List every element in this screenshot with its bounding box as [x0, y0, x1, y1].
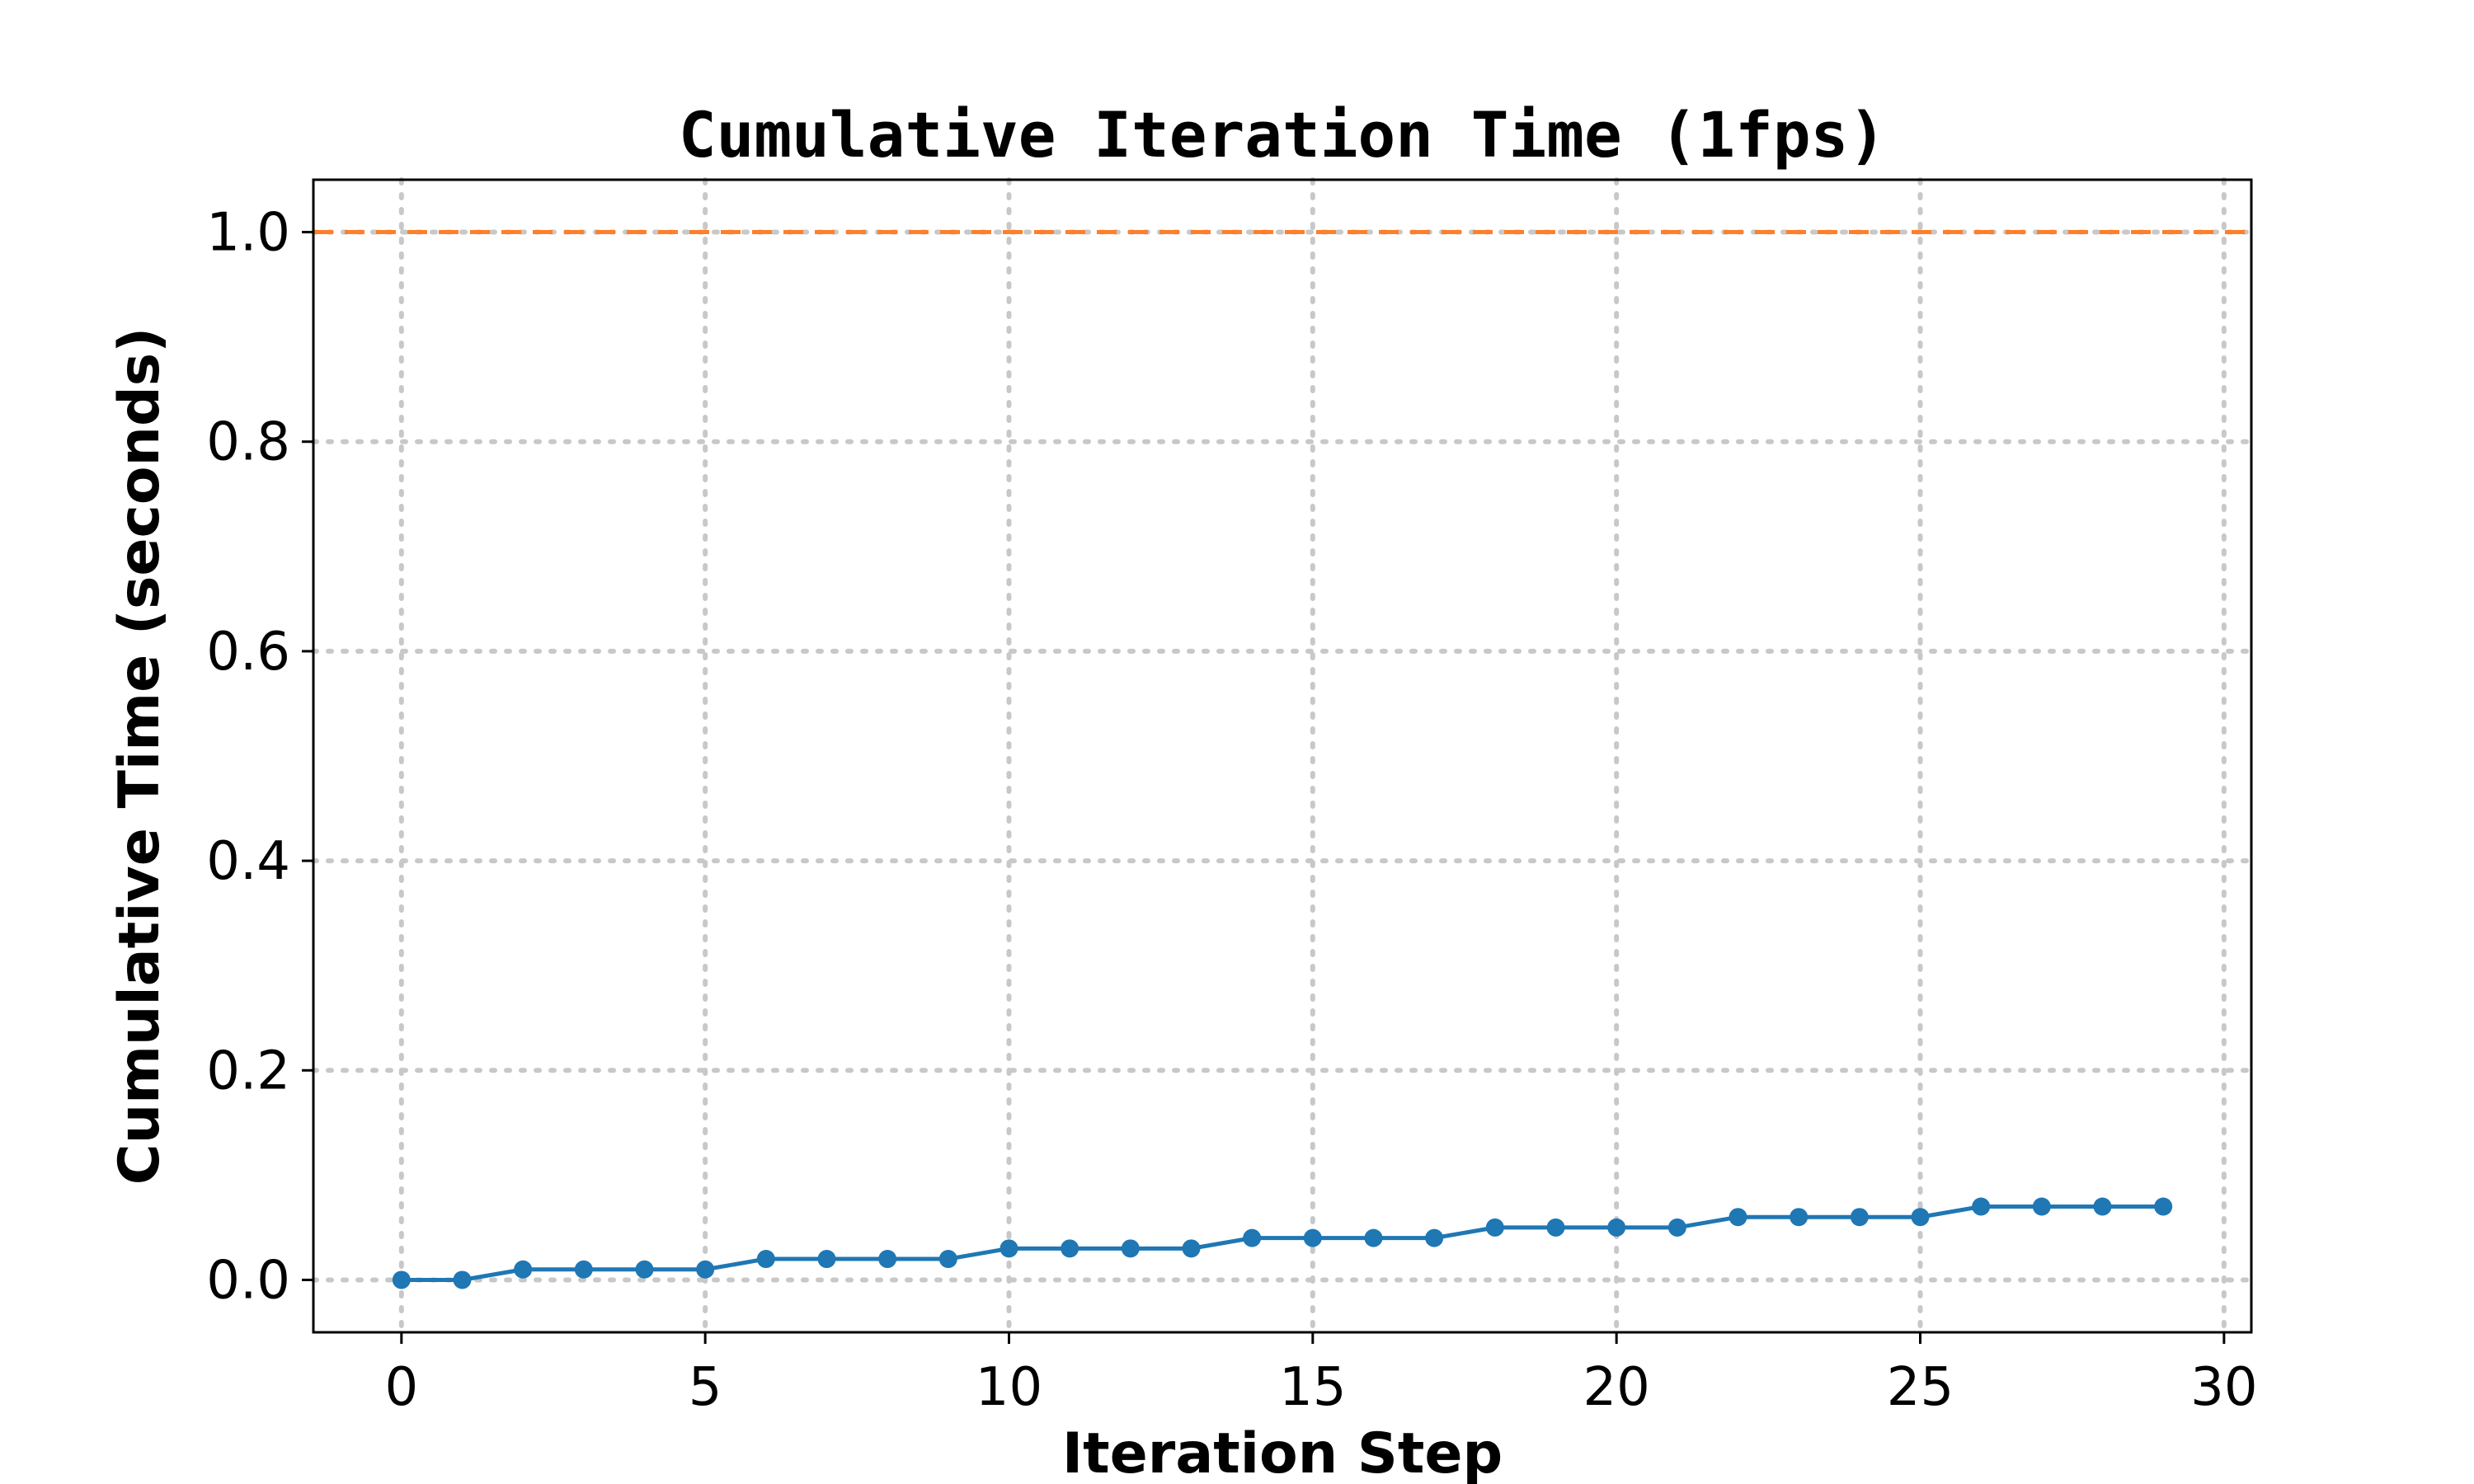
series-layer — [392, 1197, 2173, 1289]
plot-frame — [312, 178, 2253, 1334]
data-point — [878, 1250, 897, 1269]
data-point — [756, 1250, 775, 1269]
data-point — [1303, 1228, 1322, 1247]
data-point — [1972, 1197, 1991, 1216]
data-point — [514, 1260, 533, 1279]
x-tick-label: 15 — [1279, 1357, 1346, 1418]
y-tick-label: 0.6 — [206, 622, 290, 683]
x-tick-label: 25 — [1887, 1357, 1954, 1418]
y-axis-label: Cumulative Time (seconds) — [107, 327, 172, 1185]
data-point — [938, 1250, 957, 1269]
data-point — [1425, 1228, 1444, 1247]
y-tick-label: 0.8 — [206, 412, 290, 473]
x-tick-label: 20 — [1583, 1357, 1649, 1418]
ticks: 0 5 10 15 20 25 30 0.0 0.2 0.4 0.6 0.8 1.0 — [206, 203, 2257, 1418]
data-point — [817, 1250, 836, 1269]
data-point — [392, 1270, 411, 1289]
data-point — [1061, 1239, 1079, 1258]
data-point — [1243, 1228, 1262, 1247]
data-point — [2032, 1197, 2051, 1216]
y-tick-label: 0.4 — [206, 831, 290, 892]
data-point — [2093, 1197, 2112, 1216]
series-line — [401, 1204, 2164, 1282]
data-point — [1485, 1218, 1504, 1237]
data-point — [635, 1260, 654, 1279]
data-point — [1121, 1239, 1140, 1258]
data-point — [1911, 1208, 1930, 1227]
y-tick-label: 0.2 — [206, 1040, 290, 1101]
y-tick-label: 1.0 — [206, 203, 290, 264]
y-tick-label: 0.0 — [206, 1250, 290, 1311]
data-point — [1607, 1218, 1626, 1237]
data-point — [696, 1260, 715, 1279]
data-point — [1790, 1208, 1808, 1227]
data-point — [2154, 1197, 2173, 1216]
data-point — [1729, 1208, 1747, 1227]
data-point — [574, 1260, 593, 1279]
chart-title: Cumulative Iteration Time (1fps) — [679, 98, 1886, 171]
x-axis-label: Iteration Step — [1062, 1421, 1503, 1484]
x-tick-label: 30 — [2190, 1357, 2257, 1418]
data-point — [1667, 1218, 1686, 1237]
data-point — [1546, 1218, 1565, 1237]
data-point — [1364, 1228, 1383, 1247]
grid — [311, 177, 2254, 1335]
data-point — [1850, 1208, 1869, 1227]
x-tick-label: 0 — [384, 1357, 418, 1418]
data-point — [1182, 1239, 1201, 1258]
x-tick-label: 5 — [689, 1357, 722, 1418]
data-point — [999, 1239, 1018, 1258]
data-point — [453, 1270, 472, 1289]
x-tick-label: 10 — [976, 1357, 1042, 1418]
